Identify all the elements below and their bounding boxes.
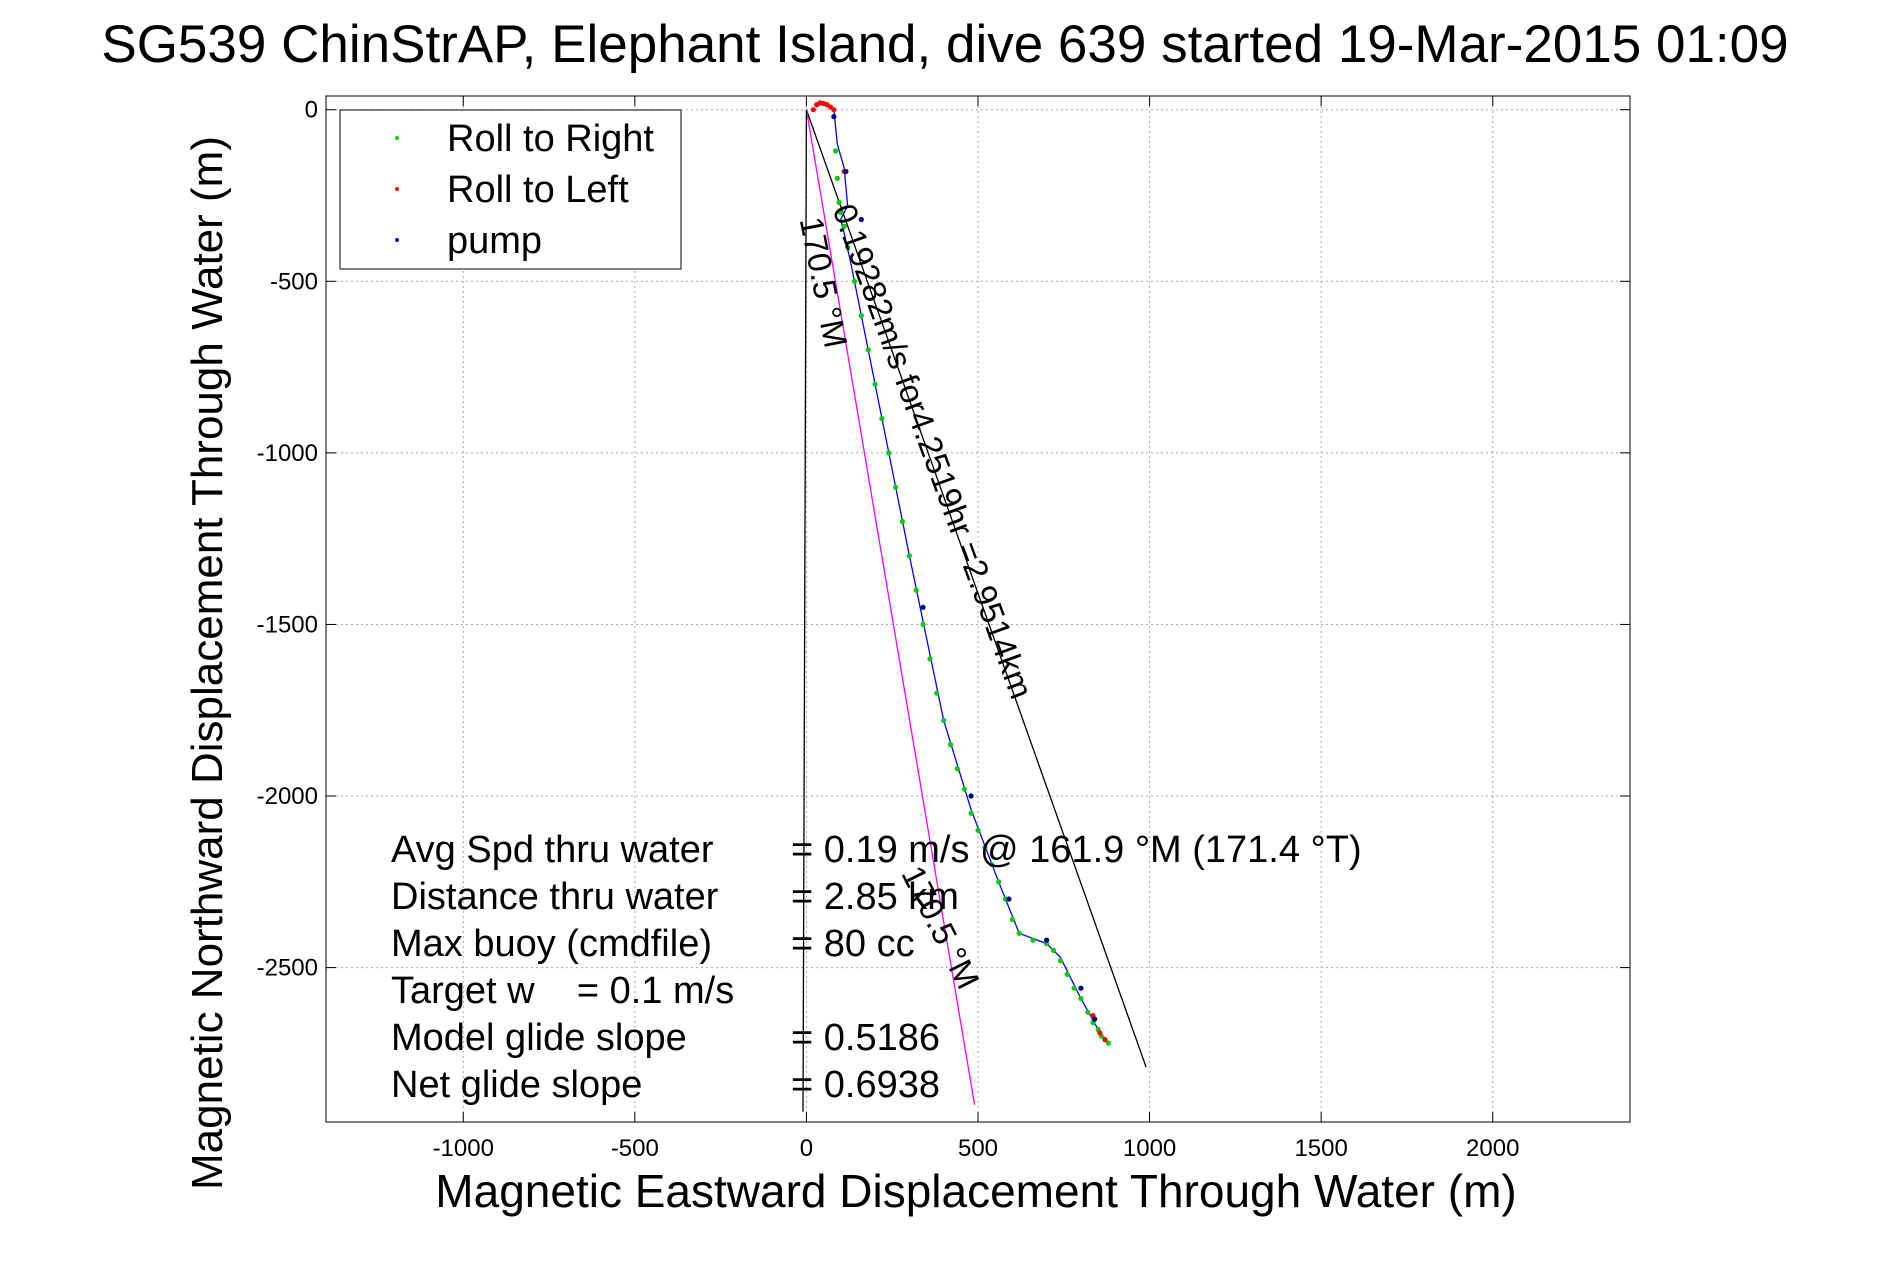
roll-to-right-point	[1016, 930, 1022, 936]
y-tick-label: 0	[305, 97, 318, 124]
roll-to-right-point	[865, 347, 871, 353]
heading-170-5-m-line	[805, 109, 976, 1105]
legend: Roll to Right Roll to Left pump	[339, 109, 682, 270]
roll-to-right-point	[975, 827, 981, 833]
dive-summary: Avg Spd thru water = 0.19 m/s @ 161.9 °M…	[391, 829, 1362, 1106]
x-tick-label: 0	[800, 1135, 813, 1162]
pump-point	[968, 793, 974, 799]
y-axis-label: Magnetic Northward Displacement Through …	[183, 136, 232, 1190]
x-tick-label: 500	[958, 1135, 998, 1162]
roll-to-right-point	[858, 313, 864, 319]
summary-label-avg-speed: Avg Spd thru water	[391, 829, 714, 871]
legend-marker-roll-to-left	[395, 187, 399, 191]
pump-point	[920, 604, 926, 610]
legend-label-roll-to-right: Roll to Right	[447, 118, 654, 160]
legend-label-pump: pump	[447, 220, 542, 262]
roll-to-right-point	[1064, 971, 1070, 978]
y-tick-label: -2000	[257, 783, 318, 810]
roll-to-left-point	[1097, 1030, 1103, 1036]
x-tick-label: -1000	[433, 1135, 494, 1162]
pump-point	[831, 114, 837, 120]
roll-to-right-point	[838, 210, 844, 216]
roll-to-right-point	[920, 621, 926, 628]
roll-to-right-point	[879, 416, 885, 422]
y-tick-label: -1000	[257, 440, 318, 467]
summary-label-target-w: Target w = 0.1 m/s	[391, 970, 734, 1012]
roll-to-right-point	[982, 844, 988, 851]
roll-to-right-point	[1105, 1040, 1111, 1046]
roll-to-right-point	[899, 518, 906, 525]
roll-to-right-point	[927, 656, 933, 662]
roll-to-right-point	[947, 741, 954, 748]
chart-title: SG539 ChinStrAP, Elephant Island, dive 6…	[101, 15, 1788, 74]
roll-to-right-point	[845, 244, 851, 250]
summary-label-model-glide: Model glide slope	[391, 1017, 687, 1059]
summary-label-net-glide: Net glide slope	[391, 1064, 642, 1106]
roll-to-left-point	[827, 104, 834, 110]
roll-to-right-point	[934, 690, 940, 696]
roll-to-right-point	[1009, 916, 1015, 923]
roll-to-right-point	[836, 199, 842, 205]
roll-to-right-point	[1085, 1009, 1091, 1015]
roll-to-right-point	[886, 450, 892, 456]
roll-to-left-point	[1102, 1037, 1108, 1043]
y-tick-label: -2500	[257, 955, 318, 982]
summary-value-avg-speed: = 0.19 m/s @ 161.9 °M (171.4 °T)	[791, 829, 1362, 871]
roll-to-right-point	[872, 381, 878, 387]
x-tick-label: 1500	[1294, 1135, 1347, 1162]
roll-to-right-point	[989, 862, 995, 868]
pump-point	[843, 168, 849, 175]
pump-point	[1044, 937, 1050, 943]
x-axis-label: Magnetic Eastward Displacement Through W…	[435, 1165, 1516, 1217]
roll-to-right-point	[1030, 937, 1036, 943]
roll-to-right-point	[841, 223, 847, 229]
roll-to-right-point	[893, 484, 899, 490]
roll-to-left-point	[831, 107, 837, 113]
roll-to-right-series	[831, 114, 1111, 1046]
summary-label-max-buoy: Max buoy (cmdfile)	[391, 923, 712, 965]
roll-to-right-point	[851, 278, 858, 284]
plot-area	[802, 100, 1147, 1112]
depth-average-current-line	[805, 109, 1147, 1068]
legend-entries: Roll to Right Roll to Left pump	[395, 118, 654, 262]
roll-to-right-point	[961, 786, 967, 792]
x-tick-label: 1000	[1123, 1135, 1176, 1162]
x-tick-label: 2000	[1466, 1135, 1519, 1162]
data-points	[810, 100, 1111, 1046]
roll-to-right-point	[1071, 985, 1077, 991]
roll-to-right-point	[954, 766, 961, 772]
y-tick-label: -500	[270, 268, 318, 295]
legend-marker-roll-to-right	[395, 136, 399, 140]
summary-value-distance: = 2.85 km	[791, 876, 959, 918]
roll-to-right-point	[996, 879, 1002, 885]
roll-to-right-point	[941, 717, 947, 724]
roll-to-right-point	[833, 148, 839, 154]
roll-to-right-point	[906, 553, 913, 559]
y-tick-label: -1500	[257, 611, 318, 638]
pump-point	[858, 216, 864, 223]
x-tick-label: -500	[611, 1135, 659, 1162]
legend-label-roll-to-left: Roll to Left	[447, 169, 629, 211]
summary-label-distance: Distance thru water	[391, 876, 719, 918]
roll-to-right-point	[913, 587, 919, 593]
pump-point	[1092, 1016, 1098, 1022]
roll-to-right-point	[1057, 958, 1063, 964]
pump-point	[1078, 985, 1084, 991]
roll-to-right-point	[834, 175, 840, 181]
summary-value-max-buoy: = 80 cc	[791, 923, 915, 965]
summary-value-model-glide: = 0.5186	[791, 1017, 940, 1059]
legend-marker-pump	[395, 238, 399, 242]
pump-point	[1006, 896, 1012, 902]
pump-series	[831, 114, 1098, 1022]
descent-line-line	[802, 109, 808, 1112]
roll-to-right-point	[1050, 947, 1057, 954]
roll-to-right-point	[968, 810, 974, 816]
roll-to-left-point	[810, 107, 816, 113]
roll-to-right-point	[1078, 995, 1084, 1002]
axis-ticks: -1000 -500 0 500 1000 1500 2000 0 -500 -1000 -1500…	[257, 96, 1630, 1162]
summary-value-net-glide: = 0.6938	[791, 1064, 940, 1106]
